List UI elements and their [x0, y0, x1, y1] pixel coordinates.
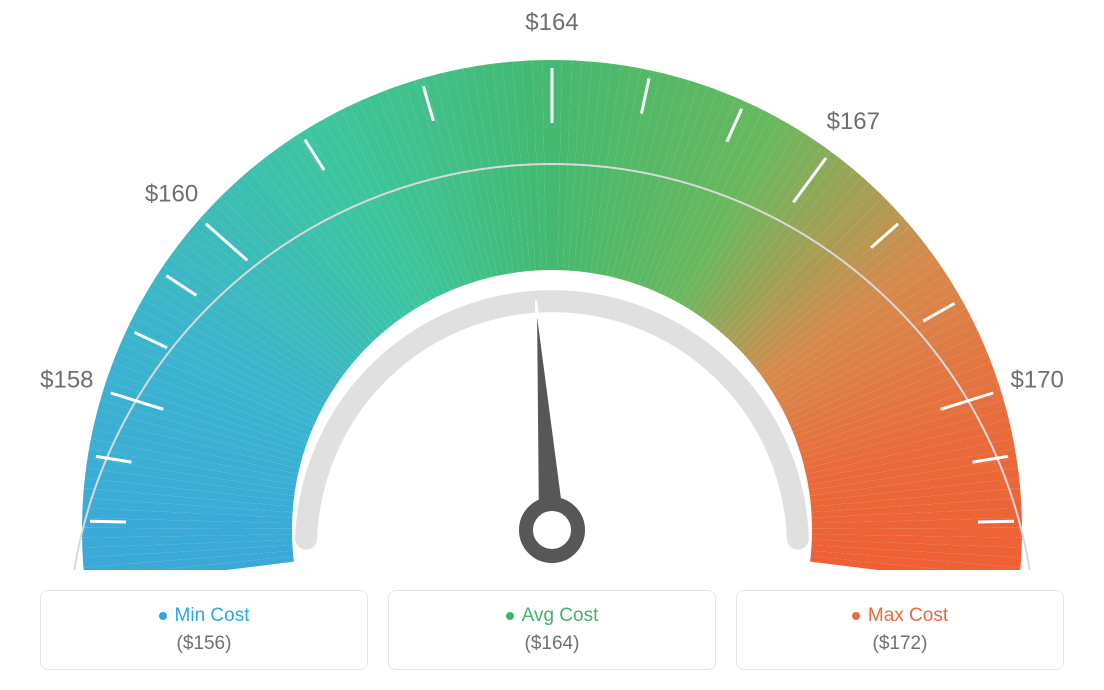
legend-label-min: Min Cost	[175, 605, 250, 627]
legend-card-max: Max Cost ($172)	[736, 590, 1064, 670]
legend-card-avg: Avg Cost ($164)	[388, 590, 716, 670]
cost-gauge-chart: $156$158$160$164$167$170$172	[0, 0, 1104, 570]
legend-label-avg: Avg Cost	[522, 605, 599, 627]
svg-text:$158: $158	[40, 366, 93, 393]
svg-text:$170: $170	[1010, 366, 1063, 393]
legend-row: Min Cost ($156) Avg Cost ($164) Max Cost…	[40, 590, 1064, 670]
legend-card-min: Min Cost ($156)	[40, 590, 368, 670]
svg-text:$160: $160	[145, 180, 198, 207]
legend-value-max: ($172)	[747, 633, 1053, 655]
legend-dot-avg	[506, 612, 514, 620]
svg-text:$167: $167	[827, 108, 880, 135]
legend-dot-min	[159, 612, 167, 620]
legend-value-avg: ($164)	[399, 633, 705, 655]
legend-dot-max	[852, 612, 860, 620]
legend-value-min: ($156)	[51, 633, 357, 655]
legend-label-max: Max Cost	[868, 605, 948, 627]
svg-text:$164: $164	[525, 9, 578, 36]
